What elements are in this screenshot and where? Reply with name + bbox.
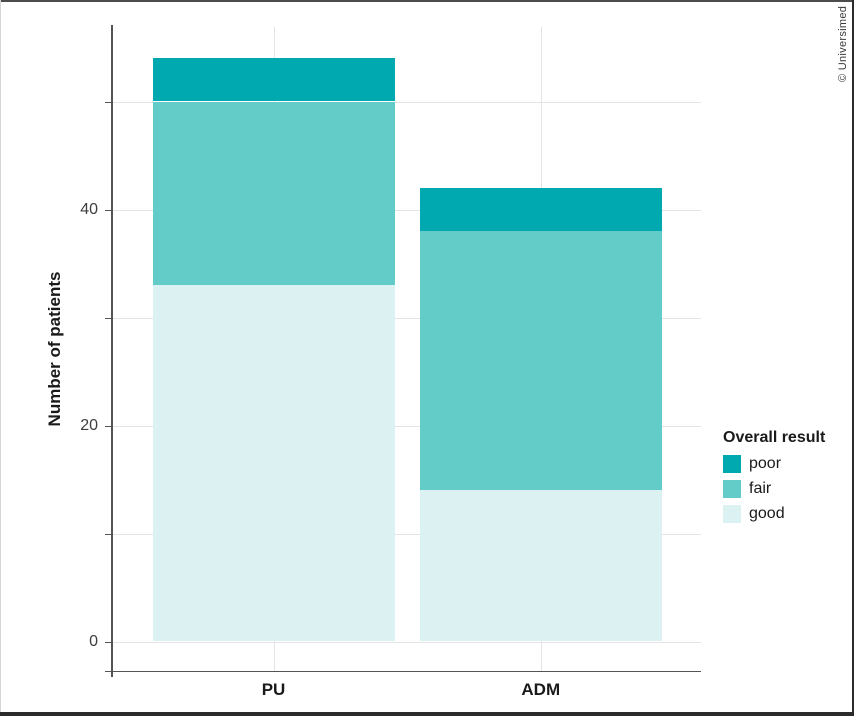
y-tick-0: [105, 641, 111, 643]
legend-item-good: good: [723, 505, 825, 523]
bar-segment-pu-poor: [152, 58, 395, 102]
gridline-y-40: [112, 209, 701, 211]
y-tick-30: [105, 317, 111, 319]
gridline-y-30: [112, 317, 701, 319]
gridline-y-50: [112, 101, 701, 103]
y-tick-10: [105, 533, 111, 535]
gridline-y-10: [112, 533, 701, 535]
bar-segment-pu-fair: [152, 101, 395, 286]
legend-label-fair: fair: [749, 480, 772, 497]
gridline-y-20: [112, 425, 701, 427]
frame-border-top: [0, 0, 854, 2]
y-tick-40: [105, 209, 111, 211]
legend-swatch-good-icon: [723, 505, 741, 523]
legend-swatch-poor-icon: [723, 455, 741, 473]
y-tick-label-0: 0: [89, 632, 98, 650]
y-axis-line: [111, 25, 113, 677]
y-tick-label-20: 20: [80, 416, 98, 434]
legend: Overall result poor fair good: [723, 429, 825, 530]
x-tick-label-pu: PU: [261, 680, 286, 699]
frame-border-right: [852, 0, 854, 716]
bar-segment-pu-good: [152, 285, 395, 642]
y-tick-label-40: 40: [80, 200, 98, 218]
y-tick-20: [105, 425, 111, 427]
gridline-y-0: [112, 641, 701, 643]
copyright-watermark: © Universimed: [837, 5, 849, 82]
y-tick-50: [105, 101, 111, 103]
y-axis-title: Number of patients: [45, 271, 64, 427]
legend-item-fair: fair: [723, 480, 825, 498]
legend-title: Overall result: [723, 429, 826, 446]
legend-label-good: good: [749, 505, 785, 522]
x-tick-label-adm: ADM: [521, 680, 561, 699]
legend-swatch-fair-icon: [723, 480, 741, 498]
bar-segment-adm-good: [419, 490, 662, 642]
bar-segment-adm-poor: [419, 187, 662, 232]
bar-segment-adm-fair: [419, 231, 662, 491]
x-axis-line: [105, 670, 701, 672]
frame-border-bottom: [0, 712, 854, 716]
legend-label-poor: poor: [749, 455, 782, 472]
legend-item-poor: poor: [723, 455, 825, 473]
frame-border-left: [0, 0, 1, 716]
